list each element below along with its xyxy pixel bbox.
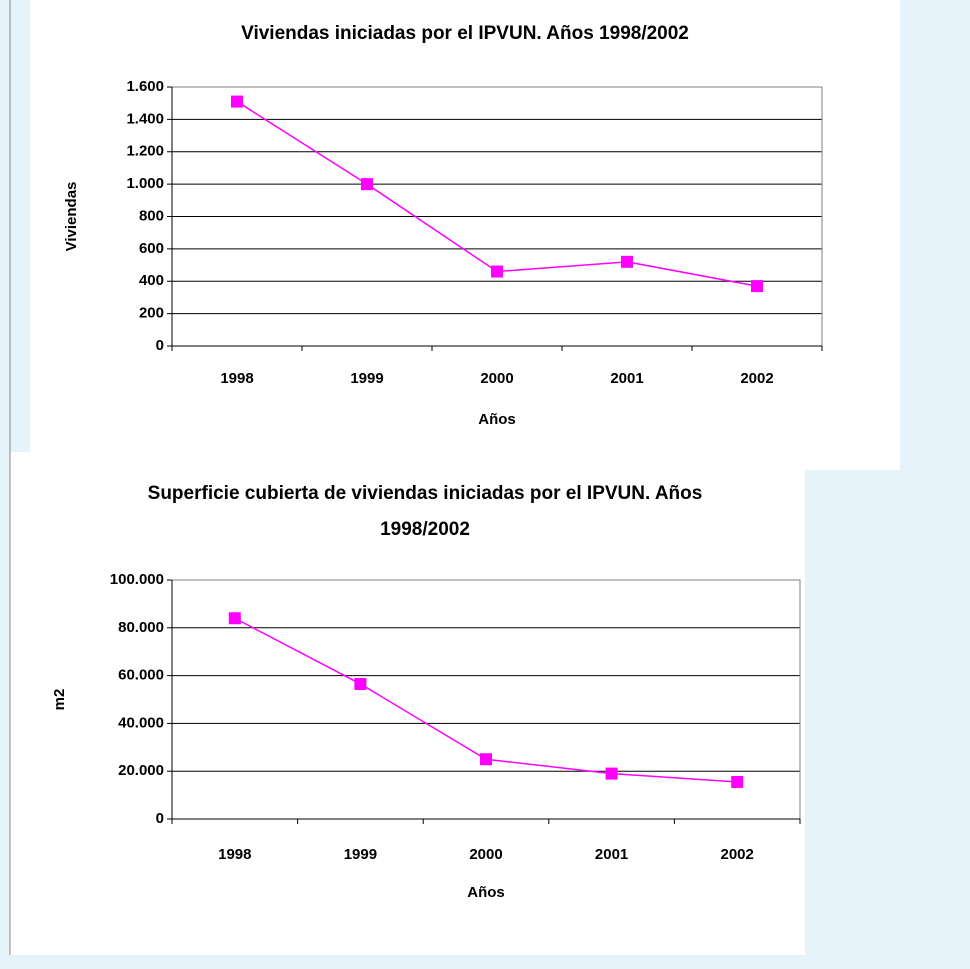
x-axis-label: Años [467, 884, 505, 901]
panel [10, 452, 805, 955]
marker [480, 753, 492, 766]
chart-title: Superficie cubierta de viviendas iniciad… [147, 483, 703, 540]
marker [621, 255, 633, 268]
x-tick-label: 2000 [480, 370, 513, 387]
x-tick-label: 2000 [469, 846, 502, 863]
panel [30, 0, 900, 470]
marker [751, 280, 763, 293]
marker [354, 677, 367, 690]
x-axis-label: Años [478, 411, 516, 428]
marker [231, 95, 243, 108]
x-tick-label: 2001 [610, 370, 643, 387]
y-tick-label: 1.000 [126, 175, 164, 192]
marker [228, 612, 241, 625]
y-tick-label: 100.000 [110, 571, 164, 588]
y-tick-label: 0 [156, 810, 164, 827]
marker [731, 775, 744, 788]
x-tick-label: 2001 [595, 846, 628, 863]
y-tick-label: 0 [156, 337, 164, 354]
y-tick-label: 200 [139, 305, 164, 322]
y-tick-label: 600 [139, 240, 164, 257]
y-tick-label: 80.000 [118, 619, 164, 636]
y-tick-label: 40.000 [118, 714, 164, 731]
y-tick-label: 1.600 [126, 78, 164, 95]
marker [361, 178, 373, 191]
x-tick-label: 1999 [350, 370, 383, 387]
y-tick-label: 60.000 [118, 667, 164, 684]
y-tick-label: 400 [139, 272, 164, 289]
y-tick-label: 1.200 [126, 143, 164, 160]
x-tick-label: 1999 [344, 846, 377, 863]
x-tick-label: 2002 [721, 846, 754, 863]
x-tick-label: 1998 [218, 846, 251, 863]
y-tick-label: 1.400 [126, 110, 164, 127]
x-tick-label: 2002 [740, 370, 773, 387]
marker [605, 767, 618, 780]
y-tick-label: 20.000 [118, 762, 164, 779]
y-axis-label: Viviendas [63, 182, 80, 252]
x-tick-label: 1998 [220, 370, 253, 387]
marker [491, 265, 503, 278]
y-axis-label: m2 [51, 689, 68, 711]
chart-title: Viviendas iniciadas por el IPVUN. Años 1… [241, 23, 689, 44]
y-tick-label: 800 [139, 207, 164, 224]
